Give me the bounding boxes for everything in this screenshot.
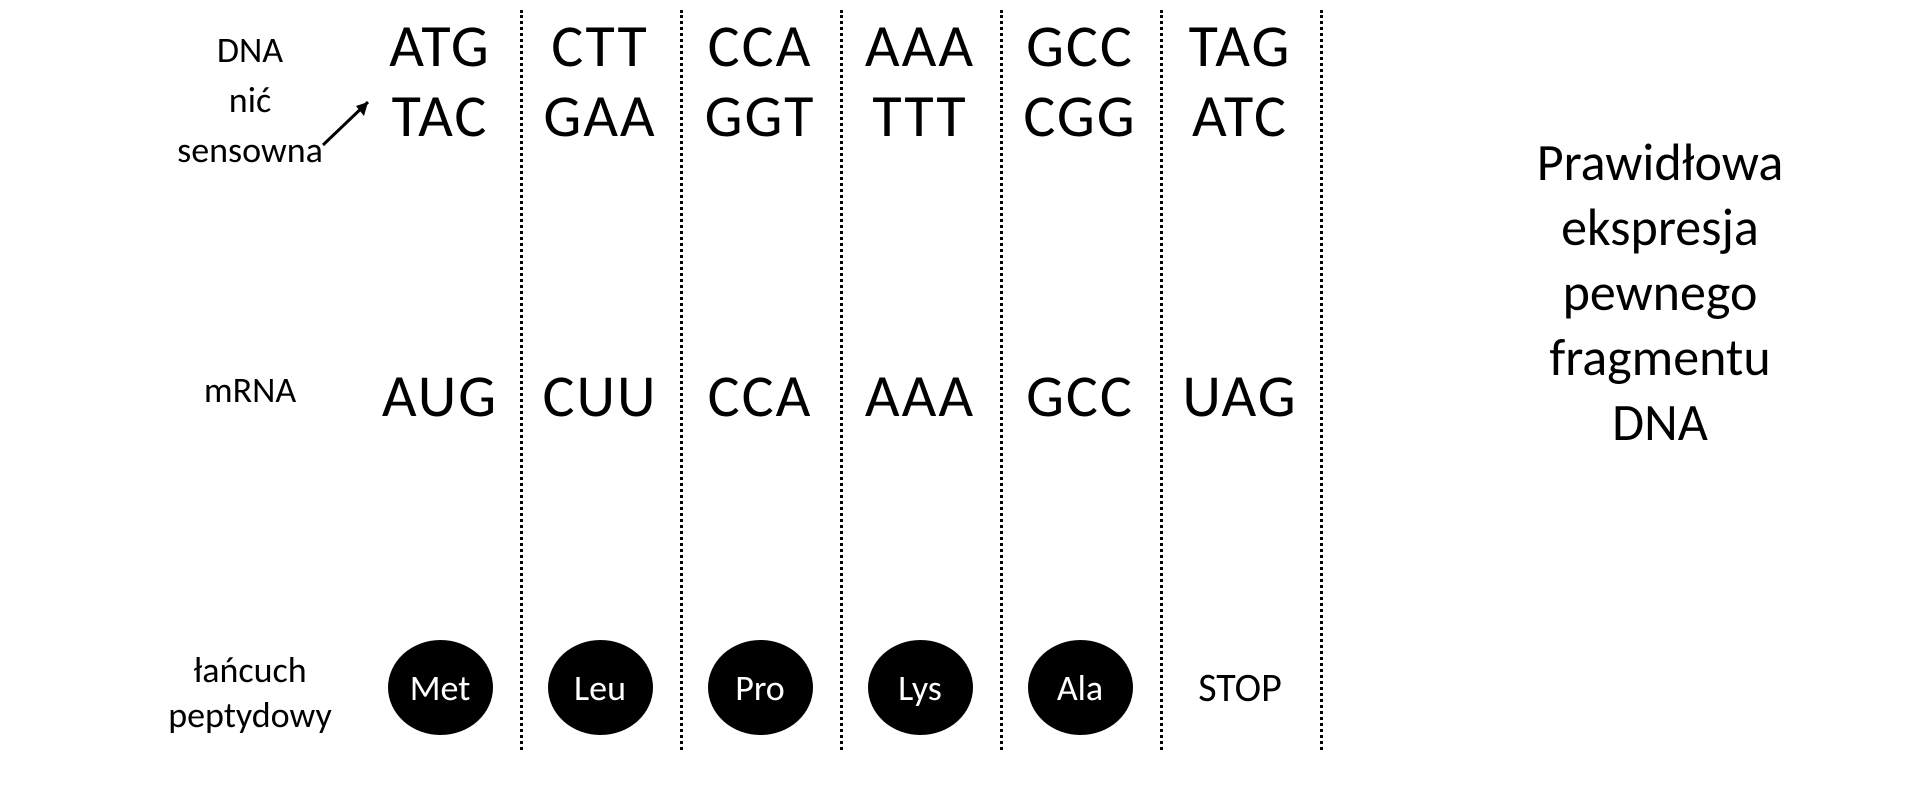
aa-cell: Leu [520, 640, 680, 735]
codon: AUG [360, 360, 520, 433]
stop-cell: STOP [1160, 640, 1320, 735]
mrna-row: AUG CUU CCA AAA GCC UAG [360, 360, 1320, 433]
codon: CTT [520, 10, 680, 83]
aa-bubble: Pro [708, 640, 813, 735]
aa-cell: Ala [1000, 640, 1160, 735]
label-peptide-2: peptydowy [140, 695, 360, 736]
codon: AAA [840, 10, 1000, 83]
codon: CCA [680, 360, 840, 433]
dna-bottom-row: TAC GAA GGT TTT CGG ATC [360, 80, 1320, 153]
label-mrna: mRNA [140, 370, 360, 411]
codon: GGT [680, 80, 840, 153]
peptide-row: Met Leu Pro Lys Ala STOP [360, 640, 1320, 735]
title-line: fragmentu [1470, 325, 1850, 390]
aa-bubble: Lys [868, 640, 973, 735]
dna-top-row: ATG CTT CCA AAA GCC TAG [360, 10, 1320, 83]
diagram-title: Prawidłowa ekspresja pewnego fragmentu D… [1470, 130, 1850, 455]
title-line: Prawidłowa [1470, 130, 1850, 195]
codon: AAA [840, 360, 1000, 433]
title-line: DNA [1470, 390, 1850, 455]
codon: CGG [1000, 80, 1160, 153]
title-line: pewnego [1470, 260, 1850, 325]
codon-grid: ATG CTT CCA AAA GCC TAG TAC GAA GGT TTT … [360, 10, 1320, 750]
aa-cell: Met [360, 640, 520, 735]
stop-label: STOP [1198, 663, 1282, 712]
aa-bubble: Leu [548, 640, 653, 735]
label-peptide-1: łańcuch [140, 650, 360, 691]
aa-bubble: Ala [1028, 640, 1133, 735]
label-dna: DNA [140, 30, 360, 71]
aa-bubble: Met [388, 640, 493, 735]
codon: GCC [1000, 10, 1160, 83]
title-line: ekspresja [1470, 195, 1850, 260]
codon: TAG [1160, 10, 1320, 83]
expression-diagram: DNA nić sensowna mRNA łańcuch peptydowy … [140, 10, 1440, 790]
codon: CCA [680, 10, 840, 83]
aa-cell: Pro [680, 640, 840, 735]
codon: CUU [520, 360, 680, 433]
codon: ATG [360, 10, 520, 83]
codon: GCC [1000, 360, 1160, 433]
codon: ATC [1160, 80, 1320, 153]
codon: GAA [520, 80, 680, 153]
aa-cell: Lys [840, 640, 1000, 735]
codon: UAG [1160, 360, 1320, 433]
codon: TTT [840, 80, 1000, 153]
divider [1320, 10, 1323, 750]
codon: TAC [360, 80, 520, 153]
